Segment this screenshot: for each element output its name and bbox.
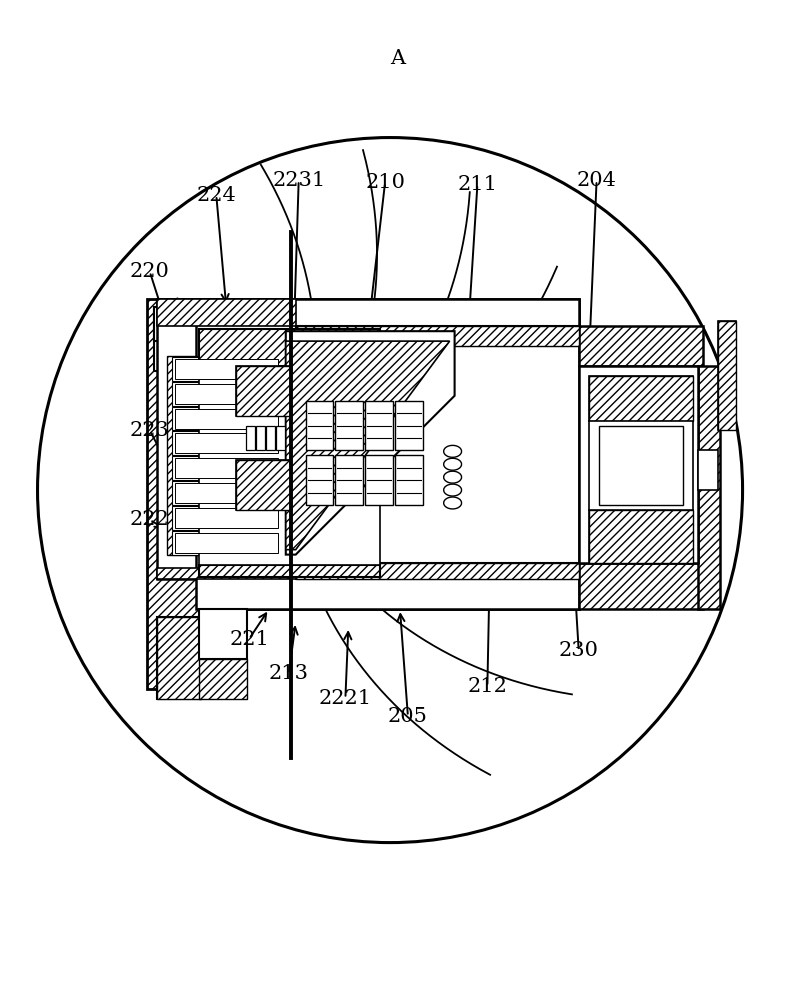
Bar bbox=[154, 307, 193, 371]
Bar bbox=[174, 508, 278, 528]
Bar bbox=[718, 321, 736, 430]
Text: 2221: 2221 bbox=[319, 689, 372, 708]
Bar bbox=[589, 510, 693, 563]
Bar bbox=[579, 563, 703, 609]
Bar bbox=[589, 376, 693, 421]
Bar bbox=[395, 455, 423, 505]
Bar bbox=[199, 565, 380, 577]
Bar bbox=[172, 407, 281, 430]
Bar bbox=[172, 531, 281, 555]
Bar bbox=[296, 563, 579, 579]
Bar bbox=[266, 426, 275, 450]
Bar bbox=[236, 366, 291, 416]
Bar bbox=[276, 426, 285, 450]
Text: 2231: 2231 bbox=[272, 171, 326, 190]
Bar bbox=[174, 384, 278, 404]
Bar bbox=[172, 456, 281, 480]
Text: 204: 204 bbox=[576, 171, 617, 190]
Bar bbox=[296, 563, 579, 579]
Bar bbox=[335, 401, 363, 450]
Bar bbox=[199, 329, 380, 366]
Text: 210: 210 bbox=[365, 173, 405, 192]
Text: 220: 220 bbox=[130, 262, 170, 281]
Bar bbox=[174, 483, 278, 503]
Bar bbox=[599, 426, 683, 505]
Bar bbox=[197, 299, 579, 609]
Bar bbox=[579, 366, 698, 563]
Bar bbox=[589, 376, 693, 421]
Text: 205: 205 bbox=[388, 707, 428, 726]
Bar bbox=[174, 359, 278, 379]
Text: 223: 223 bbox=[130, 421, 170, 440]
Bar bbox=[306, 401, 334, 450]
Text: 222: 222 bbox=[130, 510, 170, 529]
Bar bbox=[172, 357, 281, 381]
Bar bbox=[154, 307, 193, 341]
Bar bbox=[166, 356, 286, 555]
Text: A: A bbox=[390, 49, 406, 68]
Bar bbox=[335, 455, 363, 505]
Bar bbox=[365, 455, 393, 505]
PathPatch shape bbox=[286, 341, 450, 550]
Bar bbox=[296, 326, 579, 346]
Bar bbox=[146, 299, 199, 689]
Bar bbox=[157, 617, 201, 699]
Text: 213: 213 bbox=[269, 664, 309, 683]
Bar bbox=[157, 299, 296, 326]
Bar bbox=[172, 382, 281, 406]
Bar bbox=[157, 617, 201, 699]
Bar bbox=[199, 609, 247, 659]
Bar bbox=[174, 433, 278, 453]
Bar bbox=[698, 450, 718, 490]
Bar bbox=[199, 659, 247, 699]
Text: 212: 212 bbox=[467, 677, 507, 696]
Bar bbox=[199, 366, 380, 565]
Bar bbox=[589, 421, 693, 510]
Bar bbox=[197, 299, 579, 329]
Bar bbox=[256, 426, 265, 450]
Bar bbox=[157, 299, 296, 579]
Text: 224: 224 bbox=[197, 186, 236, 205]
Bar bbox=[296, 326, 579, 346]
Bar bbox=[172, 431, 281, 455]
Bar bbox=[174, 458, 278, 478]
Bar bbox=[236, 366, 291, 416]
Bar bbox=[365, 401, 393, 450]
Bar bbox=[172, 481, 281, 505]
Bar bbox=[174, 409, 278, 429]
Bar bbox=[157, 568, 296, 579]
Bar bbox=[236, 460, 291, 510]
Bar bbox=[197, 579, 579, 609]
Bar bbox=[246, 426, 255, 450]
Bar bbox=[236, 460, 291, 510]
Bar bbox=[174, 533, 278, 553]
Bar bbox=[718, 321, 736, 430]
Bar bbox=[395, 401, 423, 450]
Bar bbox=[698, 366, 720, 609]
Bar bbox=[172, 506, 281, 530]
Text: 211: 211 bbox=[458, 175, 498, 194]
Text: 230: 230 bbox=[559, 641, 599, 660]
Bar bbox=[579, 326, 703, 366]
Bar bbox=[306, 455, 334, 505]
PathPatch shape bbox=[286, 331, 455, 555]
Text: 221: 221 bbox=[229, 630, 269, 649]
Bar bbox=[589, 510, 693, 563]
